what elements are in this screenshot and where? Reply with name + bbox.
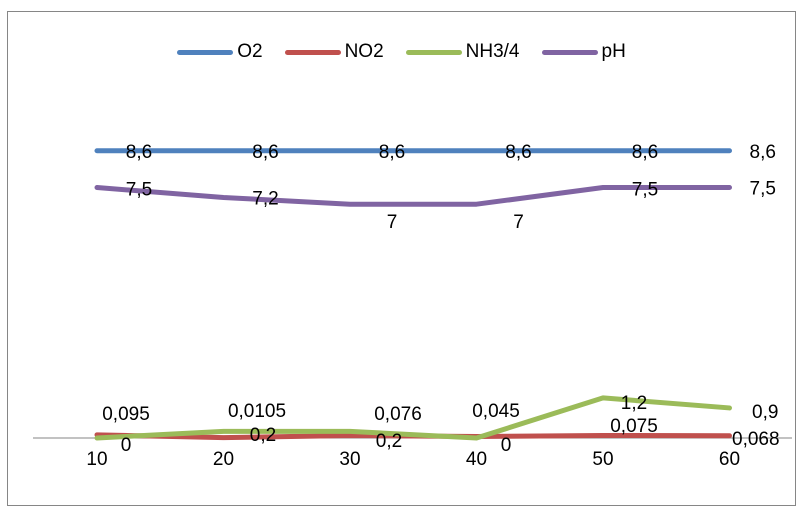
data-label-no2: 0,095 [102,404,150,425]
data-label-o2: 8,6 [252,142,278,163]
data-label-no2: 0,068 [732,429,780,450]
data-label-no2: 0,076 [374,404,422,425]
data-label-ph: 7 [387,212,398,233]
data-label-ph: 7,2 [252,189,278,210]
chart-legend: O2 NO2 NH3/4 pH [0,40,803,64]
data-label-no2: 0,075 [610,416,658,437]
data-label-o2: 8,6 [632,142,658,163]
legend-label-no2: NO2 [344,41,384,62]
data-label-nh3: 0,2 [376,431,402,452]
legend-swatch-ph [541,49,598,55]
x-tick-label: 50 [592,449,613,470]
data-label-o2: 8,6 [505,142,531,163]
data-label-nh3: 0 [501,435,512,456]
data-label-nh3: 1,2 [621,393,647,414]
legend-swatch-no2 [284,49,341,55]
legend-swatch-nh3 [405,49,462,55]
x-tick-label: 40 [466,449,487,470]
x-tick-label: 60 [719,449,740,470]
series-line-ph [94,185,732,207]
x-tick-label: 30 [339,449,360,470]
data-label-ph: 7 [513,212,524,233]
data-label-ph: 7,5 [632,180,658,201]
data-label-nh3: 0,2 [250,425,276,446]
data-label-ph: 7,5 [750,179,776,200]
data-label-no2: 0,0105 [228,401,286,422]
x-tick-label: 10 [86,449,107,470]
legend-item-o2: O2 [177,41,263,63]
data-label-nh3: 0 [121,435,132,456]
chart-frame [7,11,796,506]
legend-item-nh3: NH3/4 [405,41,520,63]
data-label-o2: 8,6 [379,142,405,163]
legend-label-nh3: NH3/4 [465,41,520,62]
legend-item-no2: NO2 [284,41,384,63]
data-label-nh3: 0,9 [752,402,778,423]
legend-label-o2: O2 [237,41,263,62]
data-label-no2: 0,045 [472,401,520,422]
legend-swatch-o2 [177,49,234,55]
data-label-o2: 8,6 [750,142,776,163]
x-tick-label: 20 [213,449,234,470]
data-label-o2: 8,6 [126,142,152,163]
legend-item-ph: pH [541,41,626,63]
data-label-ph: 7,5 [126,180,152,201]
series-line-nh34 [94,395,732,441]
legend-label-ph: pH [601,41,626,62]
